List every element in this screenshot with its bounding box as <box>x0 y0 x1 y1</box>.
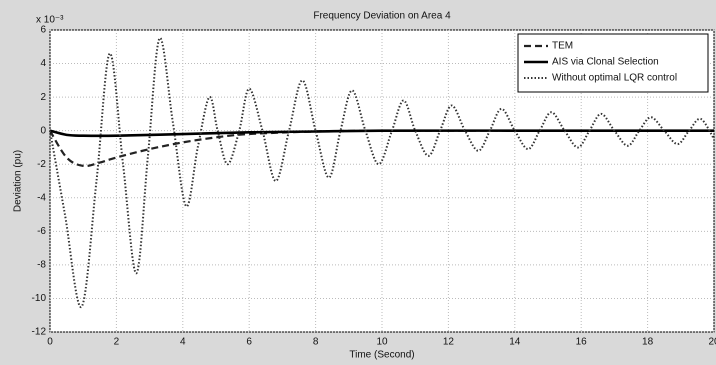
x-tick-label: 12 <box>443 337 455 348</box>
y-tick-label: 6 <box>40 25 46 36</box>
y-tick-label: -12 <box>32 327 47 338</box>
y-tick-label: 0 <box>40 125 46 136</box>
x-tick-label: 14 <box>509 337 521 348</box>
x-tick-label: 20 <box>708 337 716 348</box>
legend-label: AIS via Clonal Selection <box>552 57 659 68</box>
y-exponent: x 10⁻³ <box>36 15 64 26</box>
y-tick-label: 2 <box>40 92 46 103</box>
x-tick-label: 8 <box>313 337 319 348</box>
y-tick-label: -4 <box>37 192 46 203</box>
x-tick-label: 0 <box>47 337 53 348</box>
legend-label: Without optimal LQR control <box>552 73 677 84</box>
x-axis-label: Time (Second) <box>349 350 414 361</box>
chart-title: Frequency Deviation on Area 4 <box>313 11 451 22</box>
x-tick-label: 10 <box>376 337 388 348</box>
x-tick-label: 2 <box>114 337 120 348</box>
legend: TEM AIS via Clonal Selection Without optim… <box>517 33 709 93</box>
x-tick-label: 4 <box>180 337 186 348</box>
legend-label: TEM <box>552 41 573 52</box>
y-tick-label: -8 <box>37 260 46 271</box>
y-tick-label: 4 <box>40 58 46 69</box>
x-tick-label: 18 <box>642 337 654 348</box>
y-tick-label: -2 <box>37 159 46 170</box>
y-tick-label: -10 <box>32 293 47 304</box>
x-tick-label: 6 <box>246 337 252 348</box>
legend-box <box>517 33 709 93</box>
y-axis-label: Deviation (pu) <box>13 150 24 212</box>
series-line <box>49 37 715 308</box>
x-tick-label: 16 <box>576 337 588 348</box>
series-line <box>49 129 714 138</box>
y-tick-label: -6 <box>37 226 46 237</box>
